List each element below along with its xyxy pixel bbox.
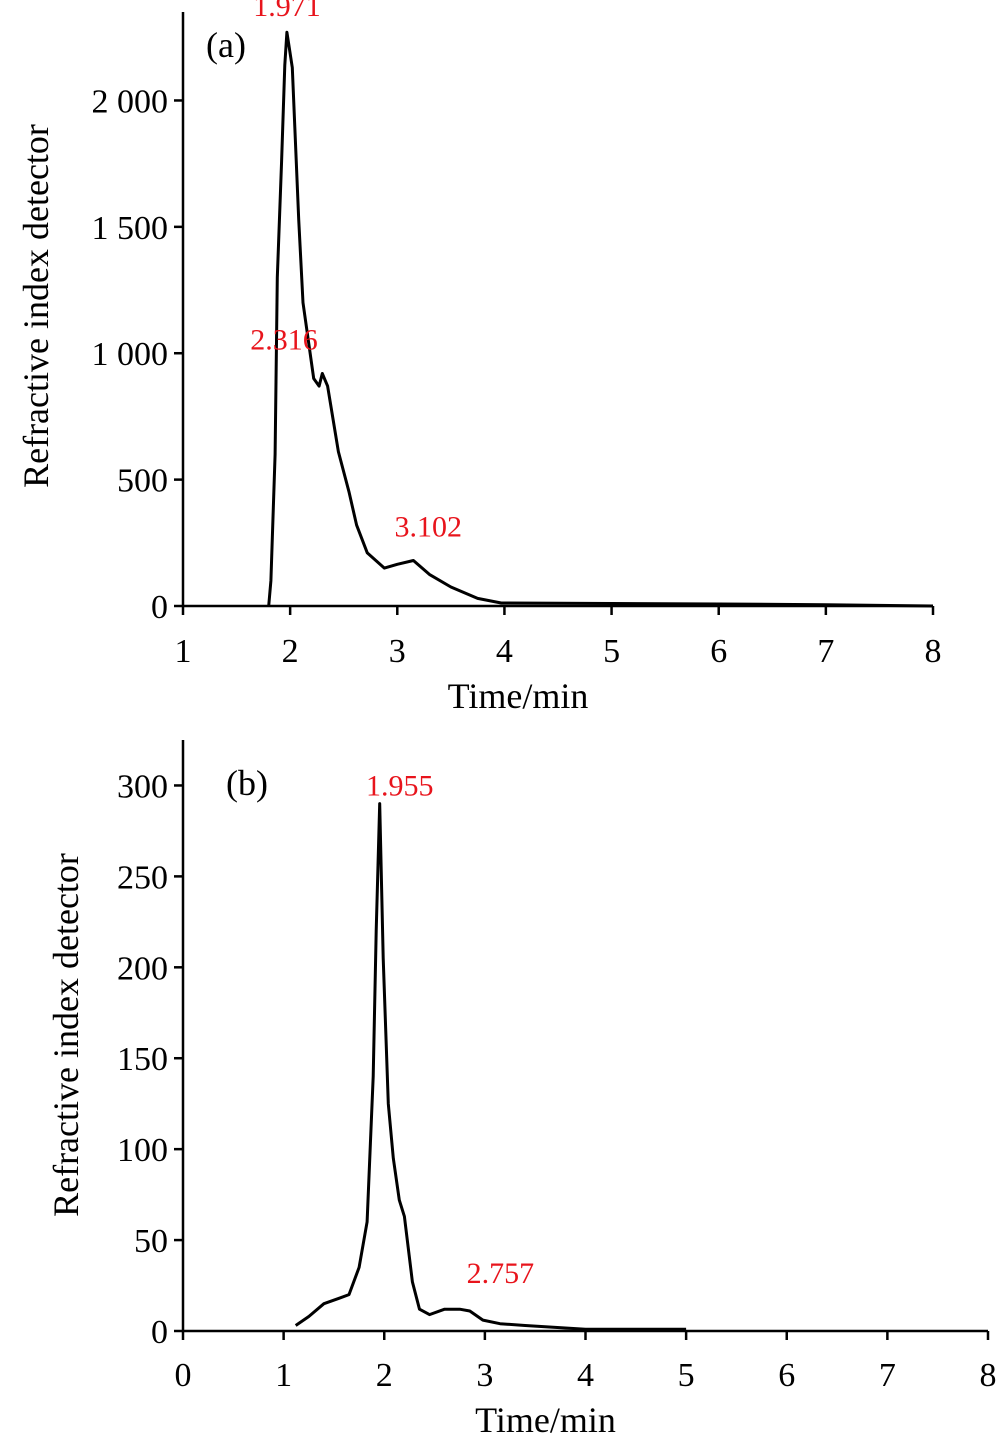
peak-label: 1.971 [253,0,321,23]
x-tick-label: 7 [817,633,834,670]
y-tick-label: 100 [117,1132,168,1169]
x-axis-title: Time/min [475,1400,616,1440]
y-tick-label: 50 [134,1223,168,1260]
peak-label: 1.955 [366,770,434,803]
panel-label: (a) [206,25,246,65]
x-tick-label: 3 [476,1357,493,1394]
x-tick-label: 5 [603,633,620,670]
y-tick-label: 150 [117,1041,168,1078]
x-tick-label: 6 [778,1357,795,1394]
chromatogram-line [294,802,687,1331]
chromatogram-line [267,30,934,608]
x-tick-label: 0 [175,1357,192,1394]
x-tick-label: 7 [879,1357,896,1394]
x-tick-label: 8 [925,633,942,670]
panel-label: (b) [226,763,268,803]
y-tick-label: 1 000 [92,336,169,373]
x-axis-title: Time/min [448,676,589,716]
y-tick-label: 500 [117,463,168,500]
y-tick-label: 0 [151,589,168,626]
y-tick-label: 0 [151,1314,168,1351]
y-tick-label: 300 [117,768,168,805]
x-tick-label: 6 [710,633,727,670]
x-tick-label: 1 [175,633,192,670]
x-tick-label: 8 [980,1357,997,1394]
x-tick-label: 3 [389,633,406,670]
x-tick-label: 4 [577,1357,594,1394]
y-axis-title: Refractive index detector [16,124,56,488]
x-tick-label: 2 [376,1357,393,1394]
panel-a: 1 2 3 4 5 6 7 8 0 500 1 000 1 500 2 000 Time/min Refra… [16,0,942,716]
peak-label: 2.316 [250,323,318,356]
x-tick-label: 1 [275,1357,292,1394]
panel-b: 0 1 2 3 4 5 6 7 8 0 50 100 150 200 250 300 Time/min Refra… [46,740,997,1440]
y-tick-label: 250 [117,859,168,896]
y-tick-label: 200 [117,950,168,987]
peak-label: 3.102 [394,511,462,544]
x-tick-label: 5 [678,1357,695,1394]
y-tick-label: 2 000 [92,83,169,120]
x-tick-label: 2 [282,633,299,670]
peak-label: 2.757 [467,1257,535,1290]
y-tick-label: 1 500 [92,210,169,247]
x-tick-label: 4 [496,633,513,670]
y-axis-title: Refractive index detector [46,853,86,1217]
